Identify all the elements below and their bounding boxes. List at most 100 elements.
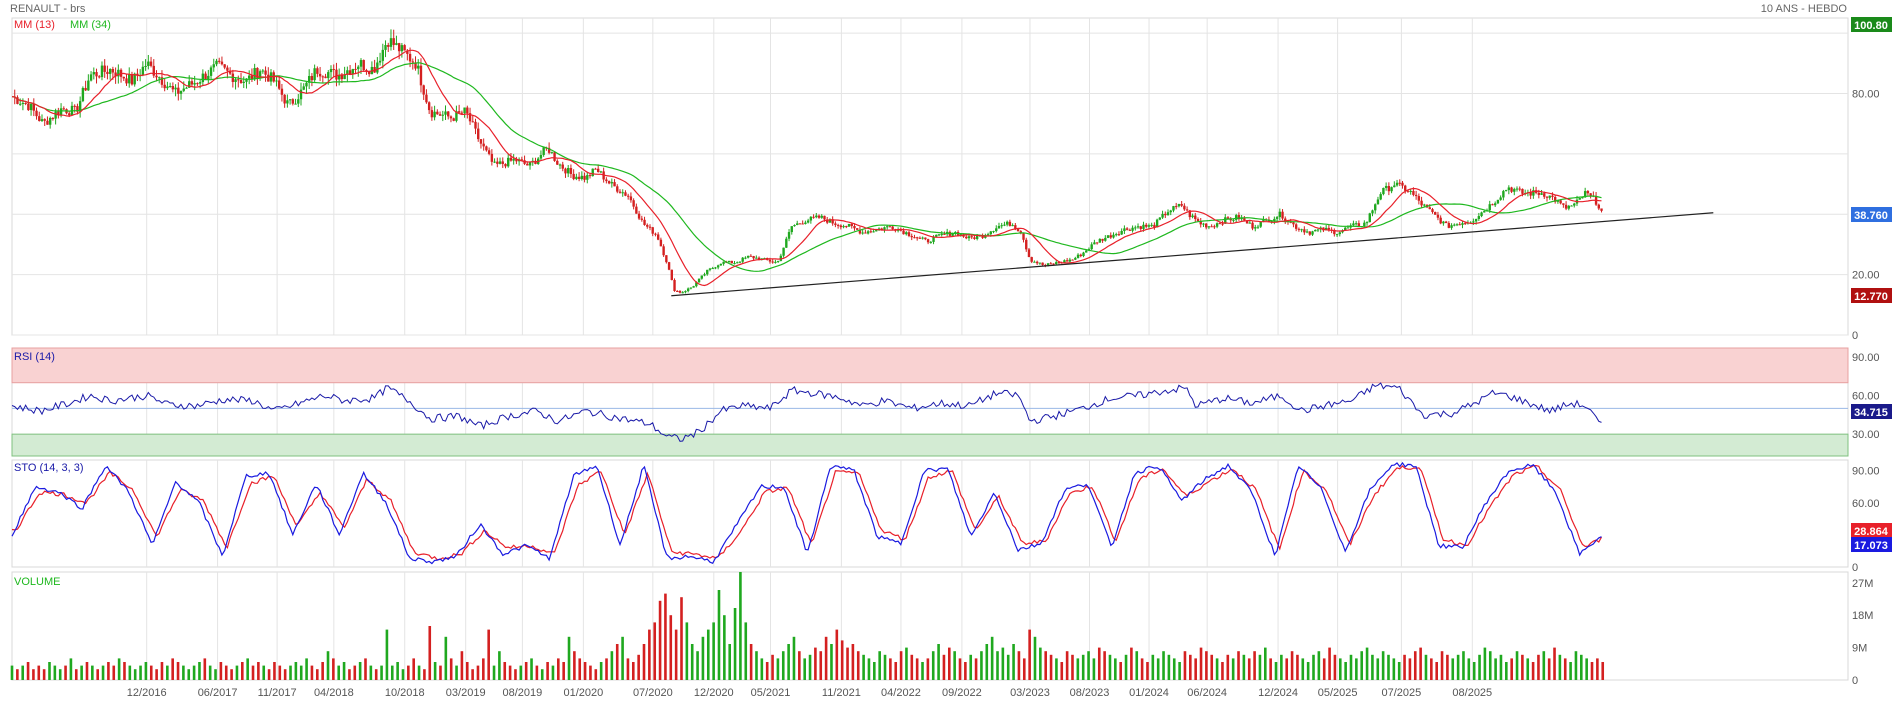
candle-body [812, 216, 815, 218]
volume-bar [21, 665, 25, 680]
candle-body [220, 61, 224, 65]
volume-bar [1446, 654, 1449, 680]
candle-body [288, 99, 292, 101]
candle-body [861, 232, 864, 234]
volume-bar [315, 669, 319, 680]
volume-bar [192, 665, 196, 680]
volume-bar [1194, 658, 1197, 680]
volume-bar [680, 597, 683, 680]
candle-body [54, 111, 57, 119]
candle-body [239, 79, 243, 83]
candle-body [367, 70, 371, 75]
candle-body [1052, 263, 1055, 265]
candle-body [51, 117, 55, 119]
candle-body [771, 261, 774, 263]
candle-body [905, 232, 908, 235]
candle-body [190, 81, 194, 85]
candle-body [586, 175, 589, 180]
volume-bar [1344, 662, 1347, 680]
candle-body [556, 160, 559, 165]
candle-body [267, 74, 270, 82]
volume-bar [824, 636, 828, 680]
candle-body [1224, 217, 1227, 224]
candle-body [736, 262, 739, 264]
candle-body [1371, 210, 1374, 214]
volume-bar [1065, 651, 1069, 680]
candle-body [681, 292, 684, 294]
candle-body [144, 66, 147, 68]
rsi-line [11, 382, 1602, 442]
candle-body [141, 66, 145, 76]
volume-bar [739, 572, 742, 680]
volume-bar [851, 644, 855, 680]
candle-body [853, 226, 856, 229]
candle-body [632, 200, 635, 207]
volume-bar [80, 665, 83, 680]
candle-body [834, 223, 837, 225]
candle-body [1439, 217, 1442, 224]
price-y-tick: 80.00 [1852, 88, 1880, 100]
candle-body [392, 38, 395, 45]
candle-body [692, 286, 695, 288]
candle-body [261, 70, 265, 72]
volume-bar [1312, 654, 1315, 680]
candle-body [1586, 191, 1590, 194]
candle-body [155, 75, 158, 78]
volume-bar [1467, 658, 1471, 680]
x-tick-label: 07/2020 [633, 687, 673, 699]
volume-bar [626, 658, 630, 680]
volume-bar [1124, 654, 1128, 680]
legend-ma-slow: MM (34) [70, 19, 111, 31]
candle-body [318, 73, 322, 77]
candle-body [907, 232, 911, 237]
candle-body [1412, 190, 1415, 195]
candle-body [877, 228, 881, 230]
volume-bar [358, 662, 362, 680]
candle-body [880, 228, 883, 230]
volume-title: VOLUME [14, 576, 60, 588]
candle-body [485, 146, 488, 151]
candle-body [130, 74, 134, 85]
candle-body [512, 159, 515, 161]
volume-bar [642, 644, 646, 680]
volume-bar [605, 658, 608, 680]
candle-body [209, 67, 213, 76]
candle-body [218, 60, 221, 62]
candle-body [1278, 211, 1282, 218]
candle-body [515, 159, 518, 162]
candle-body [727, 260, 731, 263]
volume-bar [583, 662, 587, 680]
candle-body [1314, 230, 1317, 232]
candle-body [542, 147, 545, 155]
candle-body [599, 171, 603, 173]
candle-body [460, 112, 464, 114]
volume-bar [1060, 662, 1064, 680]
volume-bar [37, 665, 41, 680]
candle-body [1344, 227, 1347, 231]
candle-body [163, 84, 166, 89]
volume-bar [342, 662, 346, 680]
candle-body [591, 168, 594, 177]
support-trendline [671, 212, 1714, 297]
candle-body [1455, 224, 1459, 226]
candle-body [1128, 229, 1132, 231]
volume-y-tick: 9M [1852, 643, 1867, 655]
volume-bar [706, 629, 710, 680]
candle-body [354, 68, 357, 70]
candle-body [730, 260, 733, 264]
candle-body [1106, 235, 1110, 238]
volume-bar [101, 665, 105, 680]
volume-bar [1569, 662, 1572, 680]
candle-body [774, 261, 777, 263]
volume-bar [112, 665, 116, 680]
volume-bar [781, 651, 785, 680]
candle-body [378, 60, 382, 63]
candle-body [1379, 194, 1382, 200]
volume-bar [1472, 662, 1476, 680]
candle-body [177, 87, 180, 94]
candle-body [1150, 224, 1153, 226]
volume-bar [1419, 647, 1422, 680]
candle-body [526, 163, 529, 166]
candle-body [425, 94, 428, 103]
price-y-tick: 20.00 [1852, 270, 1880, 282]
